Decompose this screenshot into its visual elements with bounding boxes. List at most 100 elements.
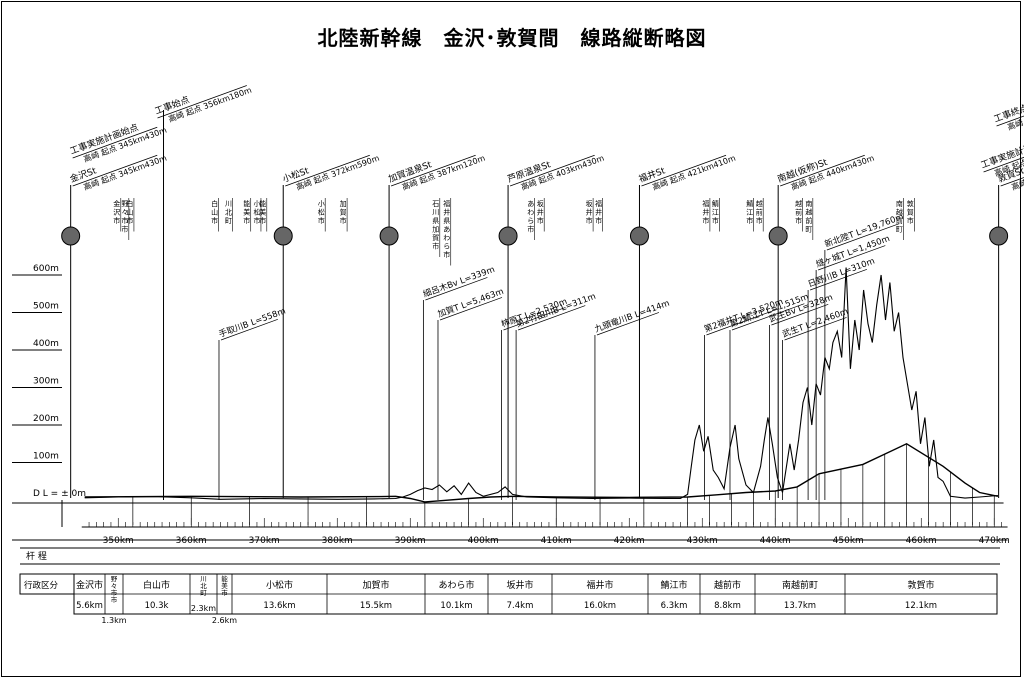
- tag-char: 南: [896, 199, 903, 208]
- municipality-table: 行政区分 金沢市5.6km野々市市1.3km白山市10.3k川北町2.3km能美市…: [19, 573, 998, 625]
- structure-leader: [826, 223, 900, 251]
- track-profile: [84, 443, 999, 525]
- station-leader: [641, 154, 727, 187]
- station-leader: [509, 154, 595, 187]
- municipality-length: 6.3km: [661, 601, 688, 611]
- tag-char: 市: [702, 216, 709, 225]
- tag-char: 山: [126, 208, 133, 217]
- tag-char: 市: [595, 216, 602, 225]
- structure-label: 手取川B L=558m: [217, 306, 287, 341]
- chainage-leader: [72, 126, 158, 159]
- elevation-axis: 600m 500m 400m 300m 200m 100m D L = ± 0m: [12, 264, 1008, 541]
- tag-char: 坂: [586, 199, 593, 208]
- tag-char: 能: [259, 199, 266, 208]
- tag-char: 市: [121, 216, 128, 225]
- municipality-length: 8.8km: [714, 601, 741, 611]
- chainage-leader: [996, 93, 1024, 127]
- station-leader: [780, 154, 865, 187]
- tag-char: 市: [211, 216, 218, 225]
- structure-leader: [771, 303, 829, 326]
- km-tick-label: 410km: [541, 536, 572, 546]
- km-tick-label: 360km: [176, 536, 207, 546]
- station-leader: [390, 154, 476, 187]
- municipality-tag: 白山市: [126, 198, 135, 232]
- tag-char: 賀: [432, 233, 439, 242]
- municipality-name-char: 市: [111, 588, 118, 597]
- elevation-tick-label: 300m: [33, 377, 59, 387]
- tag-char: 町: [896, 226, 903, 234]
- municipality-name: 越前市: [714, 579, 741, 591]
- tag-char: 市: [259, 216, 266, 225]
- municipality-length: 10.3k: [145, 601, 169, 611]
- tag-char: 能: [243, 199, 250, 208]
- structure-leader: [706, 308, 779, 336]
- elevation-tick-label: 100m: [33, 452, 59, 462]
- structure-label: 九頭竜川B L=414m: [593, 298, 671, 336]
- municipality-name-char: 北: [200, 582, 207, 590]
- municipality-name: 坂井市: [506, 579, 533, 591]
- km-tick-label: 370km: [249, 536, 280, 546]
- station-leader: [1000, 154, 1024, 187]
- municipality-name: 南越前町: [782, 579, 818, 591]
- tag-char: 市: [756, 216, 763, 225]
- tag-char: 金: [113, 199, 120, 208]
- tag-char: 小: [253, 199, 260, 208]
- tag-char: あ: [443, 226, 450, 234]
- municipality-row-label: 行政区分: [24, 580, 59, 591]
- km-axis: 350km 360km 370km 380km 390km 400km 410km 420km…: [20, 500, 1010, 565]
- structure-leader: [220, 318, 278, 341]
- municipality-tag: 福井市: [702, 198, 711, 232]
- tag-char: 石: [432, 200, 439, 208]
- tag-char: 々: [121, 209, 128, 217]
- tag-char: ら: [527, 217, 534, 225]
- tag-char: 川: [432, 209, 439, 217]
- km-tick-label: 470km: [979, 536, 1010, 546]
- tag-char: 加: [340, 199, 347, 208]
- tag-char: 市: [795, 216, 802, 225]
- tag-char: 野: [121, 200, 128, 208]
- tag-char: 市: [712, 216, 719, 225]
- km-tick-label: 390km: [395, 536, 426, 546]
- km-tick-label: 350km: [103, 536, 134, 546]
- station-circle: [498, 226, 518, 246]
- structure-leader: [517, 305, 586, 331]
- tag-char: 市: [121, 225, 128, 234]
- tag-char: 山: [211, 208, 218, 217]
- municipality-name: 能美市: [221, 574, 228, 597]
- municipality-length: 13.7km: [784, 601, 816, 611]
- municipality-tag: 川北町: [225, 198, 233, 232]
- ground-profile: [84, 267, 998, 500]
- tag-char: 市: [527, 225, 534, 234]
- municipality-name-char: 々: [111, 582, 118, 590]
- tag-char: 越: [795, 199, 802, 208]
- km-tick-label: 430km: [687, 536, 718, 546]
- tag-char: 前: [795, 208, 802, 217]
- structure-leader: [784, 317, 847, 341]
- municipality-tag: あわら市: [527, 198, 536, 240]
- municipality-name-char: 美: [221, 581, 228, 590]
- municipality-length: 12.1km: [905, 601, 937, 611]
- tag-char: 美: [259, 208, 266, 217]
- municipality-name-char: 町: [200, 589, 207, 597]
- municipality-name: 白山市: [143, 579, 170, 591]
- tag-char: 市: [340, 216, 347, 225]
- municipality-tag: 能美市: [243, 198, 252, 232]
- tag-char: 賀: [340, 208, 347, 217]
- municipality-length: 7.4km: [507, 601, 534, 611]
- tag-char: 鯖: [746, 199, 753, 208]
- tag-char: 江: [712, 209, 719, 217]
- municipality-tag: 白山市: [211, 198, 219, 232]
- tag-char: 福: [702, 199, 709, 208]
- tag-char: 坂: [537, 199, 544, 208]
- tag-char: 白: [211, 199, 218, 208]
- municipality-tag: 坂井市: [586, 198, 594, 232]
- km-tick-label: 440km: [760, 536, 791, 546]
- structure-leader: [818, 245, 886, 271]
- municipality-length: 2.3km: [191, 604, 216, 613]
